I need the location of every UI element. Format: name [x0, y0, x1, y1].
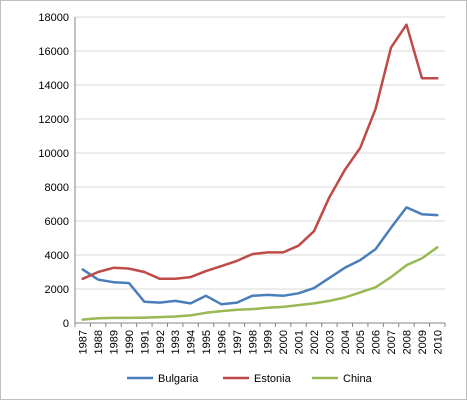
axes	[74, 17, 446, 327]
x-tick-label: 2001	[294, 330, 306, 354]
legend-label-china: China	[343, 373, 373, 385]
y-tick-label: 4000	[45, 250, 69, 262]
x-tick-label: 1987	[78, 330, 90, 354]
gridlines	[75, 16, 445, 290]
y-tick-label: 12000	[38, 114, 69, 126]
y-tick-label: 16000	[38, 46, 69, 58]
y-tick-label: 6000	[45, 216, 69, 228]
x-tick-label: 2003	[324, 330, 336, 354]
x-tick-label: 1997	[232, 330, 244, 354]
x-tick-label: 1993	[170, 330, 182, 354]
x-tick-label: 2008	[401, 330, 413, 354]
series-line-china	[81, 246, 439, 321]
x-tick-label: 1999	[263, 330, 275, 354]
x-tick-label: 1996	[216, 330, 228, 354]
x-tick-label: 2004	[340, 330, 352, 354]
y-tick-labels: 0 2000 4000 6000 8000 10000 12000 14000 16000 180…	[38, 12, 69, 330]
y-tick-label: 2000	[45, 284, 69, 296]
x-tick-label: 2009	[417, 330, 429, 354]
legend-label-estonia: Estonia	[254, 373, 292, 385]
x-tick-label: 2005	[355, 330, 367, 354]
x-tick-label: 1991	[139, 330, 151, 354]
x-tick-label: 2007	[386, 330, 398, 354]
y-tick-label: 8000	[45, 182, 69, 194]
y-tick-label: 0	[63, 318, 69, 330]
x-tick-label: 1998	[247, 330, 259, 354]
x-tick-label: 1989	[109, 330, 121, 354]
x-tick-labels: 1987 1988 1989 1990 1991 1992 1993 1994 1995 1996…	[78, 330, 445, 354]
legend: Bulgaria Estonia China	[127, 373, 373, 385]
series-line-bulgaria	[81, 206, 439, 306]
x-tick-label: 1990	[124, 330, 136, 354]
series-lines	[81, 23, 439, 321]
x-tick-label: 1988	[93, 330, 105, 354]
y-tick-label: 14000	[38, 80, 69, 92]
y-tick-label: 10000	[38, 148, 69, 160]
x-tick-label: 1995	[201, 330, 213, 354]
x-tick-label: 2010	[432, 330, 444, 354]
x-tick-label: 2000	[278, 330, 290, 354]
x-tick-label: 1994	[186, 330, 198, 354]
x-tick-label: 2002	[309, 330, 321, 354]
legend-label-bulgaria: Bulgaria	[158, 373, 199, 385]
x-tick-label: 2006	[371, 330, 383, 354]
series-line-estonia	[81, 23, 439, 281]
x-tick-label: 1992	[155, 330, 167, 354]
y-tick-label: 18000	[38, 12, 69, 24]
